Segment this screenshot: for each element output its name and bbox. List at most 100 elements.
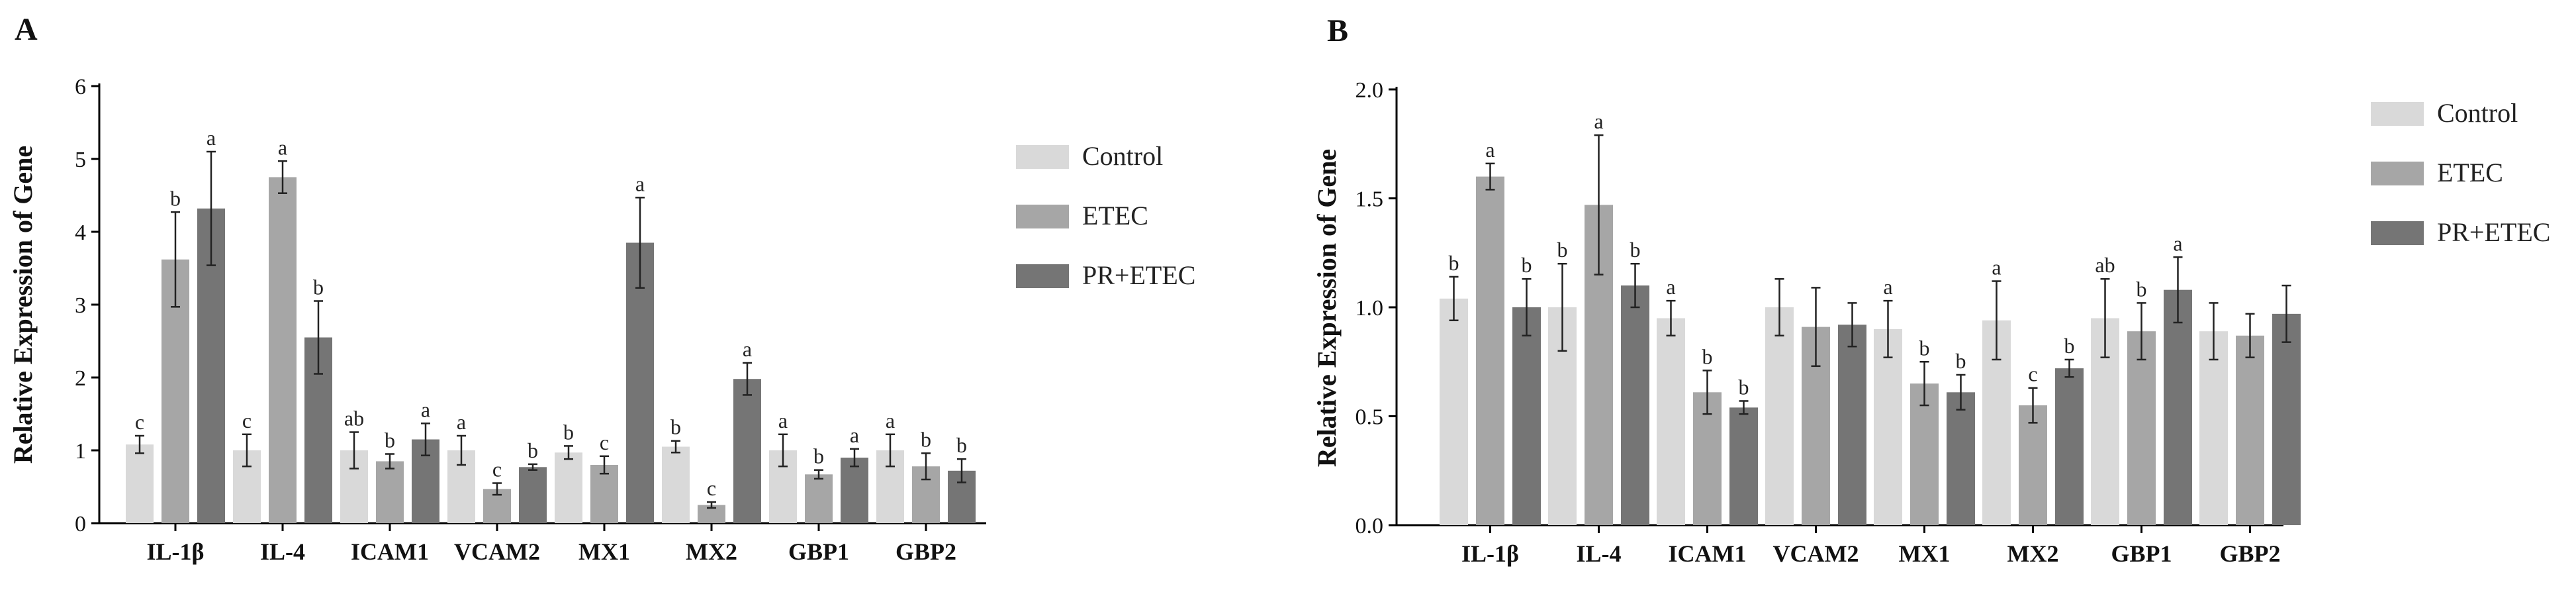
panel-a-significance-label: a: [850, 423, 859, 447]
panel-a-significance-label: c: [135, 410, 144, 434]
panel-a-y-tick-label: 3: [75, 293, 86, 318]
panel-a-legend-label: PR+ETEC: [1082, 260, 1195, 290]
panel-a-category-label: IL-4: [260, 538, 305, 565]
panel-a: A Relative Expression of Gene 0 1 2 3 4 5 6 c b a IL…: [8, 12, 1195, 565]
panel-b-bar-control: [1440, 298, 1468, 525]
panel-a-category-label: GBP2: [896, 538, 956, 565]
panel-b-bar-control: [1657, 318, 1685, 525]
panel-a-significance-label: a: [778, 409, 788, 432]
panel-a-y-tick-label: 1: [75, 439, 86, 464]
panel-a-legend-swatch: [1016, 145, 1069, 169]
panel-b-legend-swatch: [2371, 221, 2424, 245]
panel-b-bar-etec: [1476, 176, 1504, 526]
panel-a-bar-control: [555, 452, 582, 523]
panel-a-bar-pr-etec: [519, 467, 547, 523]
panel-b-significance-label: a: [1485, 138, 1495, 162]
panel-a-letter: A: [15, 12, 38, 47]
panel-b-legend-label: PR+ETEC: [2437, 217, 2550, 247]
panel-b-y-tick-label: 0.5: [1356, 405, 1384, 430]
panel-a-bar-etec: [376, 461, 404, 523]
panel-a-legend-swatch: [1016, 264, 1069, 288]
panel-b-category-label: VCAM2: [1773, 540, 1859, 567]
panel-b-significance-label: b: [2137, 277, 2147, 301]
panel-b-category-label: MX1: [1899, 540, 1951, 567]
panel-b-legend-label: ETEC: [2437, 158, 2503, 187]
panel-b-significance-label: b: [1449, 251, 1459, 275]
panel-a-significance-label: a: [421, 397, 430, 421]
panel-a-significance-label: c: [242, 409, 252, 432]
panel-a-category-label: VCAM2: [454, 538, 540, 565]
panel-b-y-tick-label: 2.0: [1356, 78, 1384, 103]
panel-a-significance-label: b: [921, 427, 931, 451]
panel-b-category-label: IL-1β: [1461, 540, 1519, 567]
panel-b-significance-label: a: [2173, 231, 2182, 255]
panel-b-y-axis-title: Relative Expression of Gene: [1312, 149, 1342, 467]
panel-a-category-label: MX2: [686, 538, 737, 565]
panel-a-legend-swatch: [1016, 205, 1069, 228]
panel-b-letter: B: [1327, 13, 1348, 48]
panel-a-category-label: MX1: [578, 538, 630, 565]
panel-a-y-tick-label: 6: [75, 75, 86, 99]
panel-a-y-tick-label: 5: [75, 148, 86, 172]
panel-b-y-tick-label: 0.0: [1356, 514, 1384, 538]
panel-b-bar-etec: [2127, 331, 2156, 525]
panel-a-bar-etec: [590, 465, 618, 523]
panel-b-significance-label: b: [1739, 375, 1749, 399]
panel-b-significance-label: ab: [2095, 253, 2115, 277]
panel-b-significance-label: a: [1594, 109, 1603, 133]
panel-b-significance-label: a: [1992, 256, 2001, 279]
panel-b-bar-pr-etec: [2055, 368, 2084, 525]
panel-a-legend-label: ETEC: [1082, 201, 1148, 230]
panel-a-y-tick-label: 0: [75, 512, 86, 536]
panel-a-significance-label: ab: [344, 407, 364, 430]
panel-a-category-label: GBP1: [788, 538, 849, 565]
panel-a-bar-pr-etec: [626, 242, 654, 523]
panel-b-bar-etec: [2019, 405, 2047, 525]
panel-b-significance-label: a: [1666, 275, 1675, 299]
panel-b-y-tick-label: 1.0: [1356, 296, 1384, 321]
panel-b-legend-swatch: [2371, 102, 2424, 126]
panel-b-bar-control: [2199, 331, 2228, 525]
panel-a-significance-label: b: [385, 428, 395, 452]
panel-b-significance-label: b: [1919, 336, 1930, 360]
panel-b-bar-pr-etec: [1729, 407, 1758, 525]
panel-a-significance-label: a: [207, 126, 216, 150]
panel-b-bar-pr-etec: [2164, 289, 2192, 525]
panel-b-significance-label: c: [2028, 362, 2037, 386]
panel-a-significance-label: b: [528, 438, 538, 462]
panel-b-significance-label: b: [1630, 238, 1641, 262]
panel-b-bar-etec: [1910, 383, 1939, 525]
panel-b-significance-label: b: [1956, 349, 1966, 373]
panel-a-significance-label: b: [956, 433, 967, 457]
panel-b-significance-label: b: [1557, 238, 1568, 262]
panel-a-significance-label: c: [600, 430, 609, 454]
panel-a-category-label: IL-1β: [147, 538, 205, 565]
panel-a-significance-label: b: [563, 420, 574, 444]
panel-b-category-label: MX2: [2007, 540, 2059, 567]
panel-b-bar-control: [1874, 328, 1902, 525]
panel-b-significance-label: b: [1522, 253, 1532, 277]
panel-a-legend-label: Control: [1082, 141, 1163, 171]
panel-a-significance-label: a: [457, 410, 466, 434]
panel-a-bar-control: [662, 446, 690, 523]
panel-b-y-tick-label: 1.5: [1356, 187, 1384, 212]
panel-a-significance-label: a: [635, 172, 645, 195]
panel-b-category-label: IL-4: [1576, 540, 1621, 567]
panel-a-bar-etec: [269, 177, 297, 523]
panel-a-significance-label: b: [313, 276, 324, 299]
panel-b-bar-etec: [2236, 335, 2264, 525]
panel-a-bar-etec: [805, 474, 833, 523]
panel-a-y-axis-title: Relative Expression of Gene: [8, 146, 38, 464]
panel-b-bar-pr-etec: [1512, 307, 1541, 525]
panel-a-significance-label: a: [886, 409, 895, 432]
panel-a-category-label: ICAM1: [351, 538, 429, 565]
panel-b-category-label: GBP1: [2111, 540, 2172, 567]
panel-a-significance-label: a: [278, 135, 287, 159]
panel-b-bar-control: [1765, 307, 1794, 525]
panel-a-bar-pr-etec: [733, 379, 761, 523]
panel-b: B Relative Expression of Gene 0.0 0.5 1.0 1.5…: [1312, 13, 2550, 567]
panel-b-significance-label: b: [1702, 344, 1713, 368]
panel-b-legend-swatch: [2371, 162, 2424, 185]
panel-b-bar-pr-etec: [2272, 313, 2301, 525]
